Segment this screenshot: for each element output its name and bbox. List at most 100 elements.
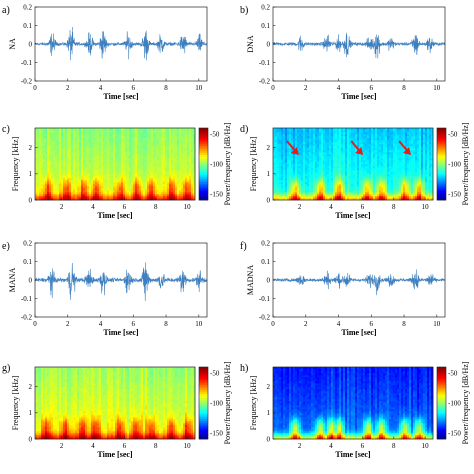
x-tick-label: 0	[271, 320, 275, 328]
panel-letter: e)	[2, 241, 10, 252]
y-tick-label: 1	[267, 170, 271, 178]
x-tick-label: 4	[329, 203, 333, 211]
x-tick-label: 8	[154, 442, 158, 450]
colorbar-tick-label: -150	[210, 429, 223, 437]
colorbar-tick-label: -150	[448, 429, 461, 437]
y-tick-label: -0.2	[21, 77, 33, 85]
x-axis-label: Time [sec]	[103, 92, 139, 101]
y-tick-label: 0	[29, 196, 33, 204]
y-axis-label: DNA	[246, 35, 255, 53]
colorbar-tick-label: -100	[210, 160, 223, 168]
waveform-series	[272, 269, 446, 296]
colorbar-tick-label: -50	[210, 130, 220, 138]
plot-frame	[272, 127, 434, 201]
y-tick-label: -0.2	[21, 313, 33, 321]
x-tick-label: 10	[195, 84, 203, 92]
plot-frame	[34, 127, 196, 201]
x-tick-label: 10	[195, 320, 203, 328]
x-tick-label: 0	[33, 320, 37, 328]
annotation-arrow	[350, 140, 364, 155]
spectrogram-image	[35, 128, 196, 201]
x-axis-label: Time [sec]	[103, 328, 139, 337]
x-tick-label: 8	[392, 442, 396, 450]
x-tick-label: 0	[33, 84, 37, 92]
y-tick-label: 1	[29, 409, 33, 417]
y-tick-label: -0.1	[21, 59, 33, 67]
x-axis-label: Time [sec]	[335, 450, 371, 459]
colorbar-tick-label: -50	[210, 369, 220, 377]
x-tick-label: 2	[304, 84, 308, 92]
colorbar-tick-label: -50	[448, 369, 458, 377]
x-tick-label: 2	[60, 203, 64, 211]
x-tick-label: 8	[164, 84, 168, 92]
y-tick-label: 1	[267, 409, 271, 417]
x-axis-label: Time [sec]	[97, 211, 133, 220]
colorbar-label: Power/frequency [dB/Hz]	[223, 361, 232, 444]
panel-f: f) -0.2 -0.1 0 0.1 0.2 0 2 4 6 8 10 Time [sec] MADNA	[240, 239, 446, 337]
x-tick-label: 2	[298, 442, 302, 450]
panel-a: a) -0.2 -0.1 0 0.1 0.2 0 2 4 6 8 10 Time [sec] NA	[2, 3, 208, 101]
y-axis-label: MADNA	[246, 265, 255, 295]
x-tick-label: 2	[60, 442, 64, 450]
y-tick-label: 2	[267, 383, 271, 391]
y-tick-label: 0	[267, 276, 271, 284]
x-tick-label: 4	[99, 320, 103, 328]
spectrogram-image	[35, 367, 196, 440]
x-tick-label: 10	[422, 442, 430, 450]
y-tick-label: 0.1	[23, 22, 32, 30]
x-tick-label: 2	[66, 84, 70, 92]
x-axis-label: Time [sec]	[97, 450, 133, 459]
panel-letter: b)	[240, 5, 248, 16]
y-tick-label: 2	[29, 144, 33, 152]
y-axis-label: Frequency [kHz]	[11, 375, 20, 430]
colorbar: -50 -100 -150 Power/frequency [dB/Hz]	[198, 122, 232, 205]
y-tick-label: -0.1	[259, 295, 271, 303]
y-tick-label: 0	[29, 276, 33, 284]
x-tick-label: 6	[361, 203, 365, 211]
annotation-arrow	[286, 140, 299, 155]
x-tick-label: 6	[370, 320, 374, 328]
colorbar: -50 -100 -150 Power/frequency [dB/Hz]	[198, 361, 232, 444]
y-tick-label: 0.1	[23, 258, 32, 266]
x-tick-label: 4	[337, 320, 341, 328]
y-axis-label: NA	[8, 38, 17, 50]
y-tick-label: -0.2	[259, 313, 271, 321]
y-tick-label: 0	[267, 196, 271, 204]
y-tick-label: 0.2	[23, 3, 32, 11]
waveform-series	[34, 262, 208, 302]
colorbar-tick-label: -100	[448, 160, 461, 168]
x-tick-label: 8	[392, 203, 396, 211]
y-tick-label: 0	[29, 435, 33, 443]
x-tick-label: 10	[184, 203, 192, 211]
annotation-arrow	[398, 140, 412, 155]
colorbar: -50 -100 -150 Power/frequency [dB/Hz]	[436, 122, 470, 205]
panel-letter: c)	[2, 124, 10, 135]
plot-frame	[34, 366, 196, 440]
x-tick-label: 6	[123, 442, 127, 450]
x-tick-label: 4	[91, 442, 95, 450]
panel-letter: h)	[240, 363, 248, 374]
x-tick-label: 8	[154, 203, 158, 211]
x-tick-label: 6	[370, 84, 374, 92]
x-tick-label: 2	[66, 320, 70, 328]
x-tick-label: 8	[402, 320, 406, 328]
colorbar-label: Power/frequency [dB/Hz]	[223, 122, 232, 205]
colorbar-tick-label: -50	[448, 130, 458, 138]
colorbar-label: Power/frequency [dB/Hz]	[461, 361, 470, 444]
spectrogram-image	[273, 128, 434, 201]
y-tick-label: 0.1	[261, 22, 270, 30]
y-axis-label: Frequency [kHz]	[249, 136, 258, 191]
y-tick-label: -0.1	[21, 295, 33, 303]
x-tick-label: 10	[422, 203, 430, 211]
y-axis-label: Frequency [kHz]	[249, 375, 258, 430]
x-tick-label: 2	[304, 320, 308, 328]
y-tick-label: -0.2	[259, 77, 271, 85]
colorbar-tick-label: -150	[448, 190, 461, 198]
y-tick-label: 0.2	[261, 3, 270, 11]
x-tick-label: 6	[132, 84, 136, 92]
colorbar-label: Power/frequency [dB/Hz]	[461, 122, 470, 205]
